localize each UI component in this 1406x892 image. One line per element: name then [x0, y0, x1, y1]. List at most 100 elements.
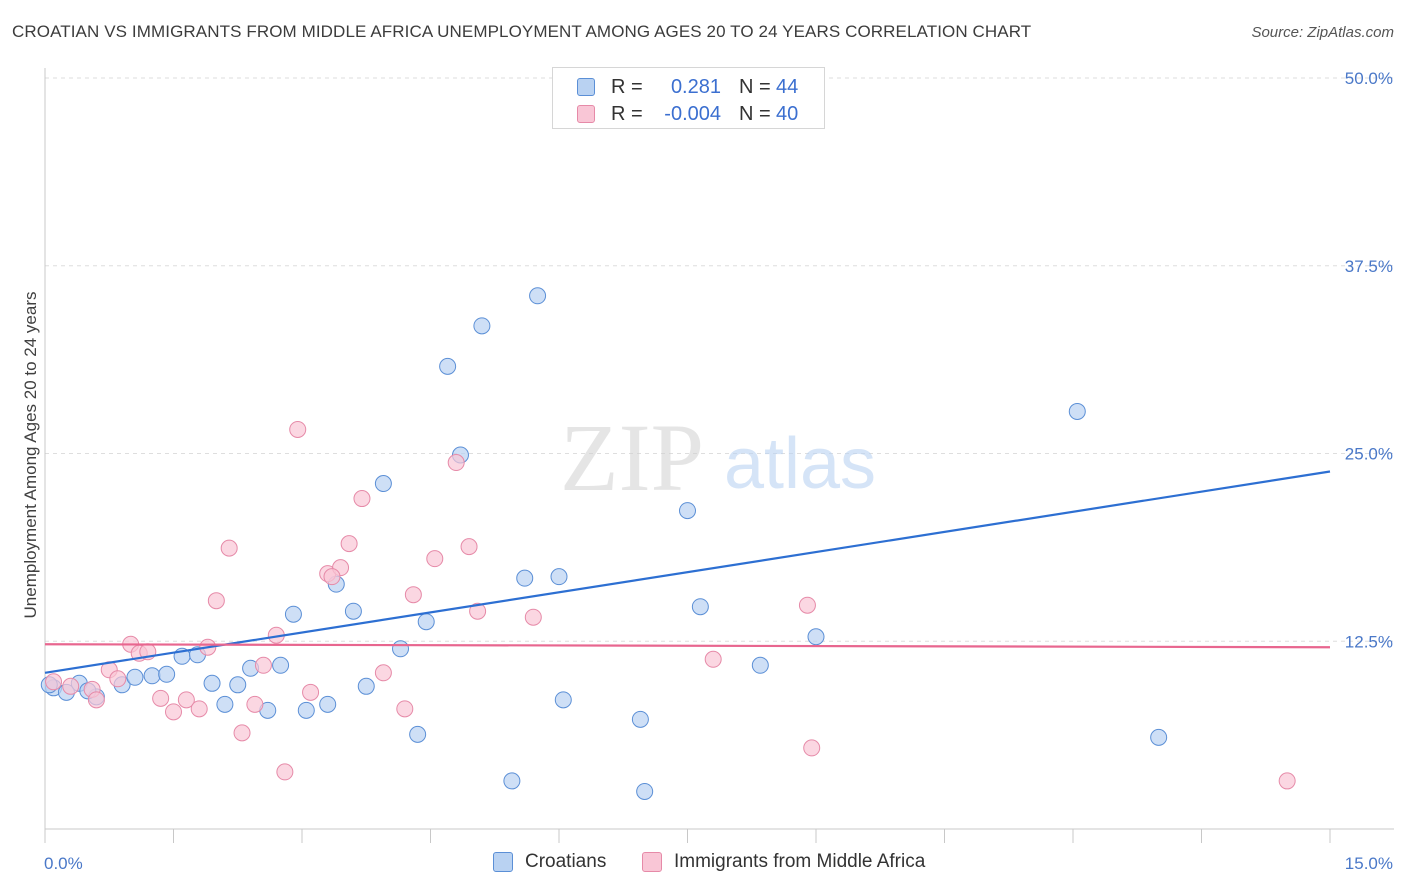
immigrants-swatch: [577, 105, 595, 123]
immigrants-point: [276, 763, 294, 781]
croatians-point: [751, 656, 769, 674]
croatians-point: [158, 665, 176, 683]
croatians-point: [417, 613, 435, 631]
y-axis-title: Unemployment Among Ages 20 to 24 years: [21, 292, 40, 619]
immigrants-point: [152, 689, 170, 707]
croatians-point: [631, 710, 649, 728]
immigrants-point: [45, 673, 63, 691]
immigrants-point: [87, 691, 105, 709]
immigrants-point: [426, 550, 444, 568]
immigrants-point: [207, 592, 225, 610]
immigrants-point: [220, 539, 238, 557]
legend-r-label: R =: [611, 102, 643, 125]
series-legend: Croatians Immigrants from Middle Africa: [0, 851, 1406, 877]
immigrants-trendline: [44, 643, 1331, 649]
immigrants-legend-swatch: [642, 852, 662, 872]
immigrants-point: [340, 535, 358, 553]
watermark-zip: ZIP: [560, 404, 704, 511]
croatians-swatch: [577, 78, 595, 96]
legend-row-croatians: R = 0.281 N = 44: [577, 75, 798, 99]
croatians-point: [203, 674, 221, 692]
croatians-trendline: [44, 470, 1331, 674]
legend-n-label: N =: [739, 102, 771, 125]
immigrants-point: [289, 420, 307, 438]
chart-title: CROATIAN VS IMMIGRANTS FROM MIDDLE AFRIC…: [12, 22, 1032, 41]
source-attribution: Source: ZipAtlas.com: [1251, 24, 1394, 41]
y-tick-label: 50.0%: [1345, 69, 1393, 88]
legend-row-immigrants: R = -0.004 N = 40: [577, 102, 798, 126]
immigrants-point: [374, 664, 392, 682]
immigrants-point: [469, 602, 487, 620]
watermark-atlas: atlas: [724, 424, 876, 504]
croatians-point: [374, 475, 392, 493]
trend-layer: [44, 470, 1331, 674]
croatians-point: [392, 640, 410, 658]
croatians-point: [529, 287, 547, 305]
immigrants-point: [798, 596, 816, 614]
stats-legend: R = 0.281 N = 44 R = -0.004 N = 40: [552, 67, 825, 129]
croatians-point: [344, 602, 362, 620]
croatians-point: [1150, 728, 1168, 746]
immigrants-point: [62, 677, 80, 695]
croatians-legend-swatch: [493, 852, 513, 872]
immigrants-point: [396, 700, 414, 718]
immigrants-point: [177, 691, 195, 709]
immigrants-point: [233, 724, 251, 742]
immigrants-point: [524, 608, 542, 626]
legend-n-value: 40: [776, 102, 799, 125]
immigrants-point: [254, 656, 272, 674]
croatians-point: [516, 569, 534, 587]
croatians-point: [554, 691, 572, 709]
croatians-point: [807, 628, 825, 646]
immigrants-point: [404, 586, 422, 604]
immigrants-point: [109, 670, 127, 688]
croatians-point: [550, 568, 568, 586]
croatians-legend-label: Croatians: [525, 851, 607, 872]
y-tick-label: 12.5%: [1345, 632, 1393, 651]
croatians-point: [126, 668, 144, 686]
legend-r-label: R =: [611, 75, 643, 98]
grid-layer: [45, 77, 1394, 642]
x-tick-label: 0.0%: [44, 854, 83, 873]
immigrants-point: [460, 538, 478, 556]
croatians-point: [679, 502, 696, 520]
croatians-point: [439, 357, 457, 375]
x-tick-label: 15.0%: [1345, 854, 1393, 873]
croatians-point: [691, 598, 709, 616]
points-layer: [40, 287, 1296, 800]
croatians-point: [319, 695, 337, 713]
immigrants-point: [353, 490, 371, 508]
croatians-point: [357, 677, 375, 695]
legend-n-value: 44: [776, 75, 799, 98]
croatians-point: [503, 772, 521, 790]
immigrants-point: [803, 739, 821, 757]
croatians-point: [216, 695, 234, 713]
croatians-point: [409, 725, 427, 743]
immigrants-point: [323, 568, 341, 586]
croatians-point: [636, 782, 654, 800]
immigrants-point: [302, 683, 320, 701]
immigrants-point: [165, 703, 182, 721]
croatians-point: [297, 701, 315, 719]
immigrants-point: [1278, 772, 1296, 790]
legend-r-value: -0.004: [664, 102, 721, 125]
legend-n-label: N =: [739, 75, 771, 98]
legend-r-value: 0.281: [670, 75, 721, 98]
immigrants-point: [246, 695, 264, 713]
y-tick-label: 37.5%: [1345, 257, 1393, 276]
croatians-point: [1068, 402, 1086, 420]
immigrants-legend-label: Immigrants from Middle Africa: [674, 851, 926, 872]
croatians-point: [284, 605, 302, 623]
y-tick-label: 25.0%: [1345, 445, 1393, 464]
legend-item-croatians[interactable]: Croatians: [493, 851, 606, 873]
watermark: ZIP atlas: [560, 404, 876, 511]
croatians-point: [143, 667, 161, 685]
label-layer: 12.5% 25.0% 37.5% 50.0% 0.0% 15.0% Unemploymen…: [21, 69, 1393, 873]
legend-item-immigrants[interactable]: Immigrants from Middle Africa: [642, 851, 925, 873]
croatians-point: [272, 656, 290, 674]
immigrants-point: [190, 700, 208, 718]
immigrants-point: [704, 650, 722, 668]
croatians-point: [473, 317, 491, 335]
axes-layer: [44, 68, 1394, 843]
